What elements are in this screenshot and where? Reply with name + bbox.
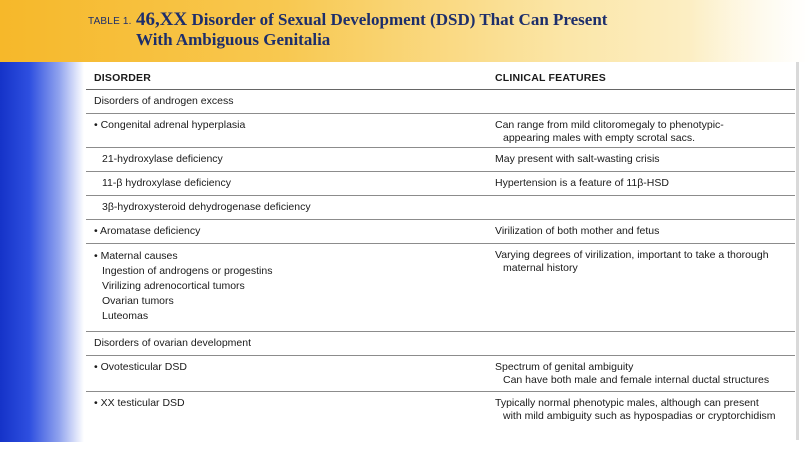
disorder-cell: 21-hydroxylase deficiency (102, 153, 223, 165)
features-cell: Varying degrees of virilization, importa… (495, 249, 769, 274)
features-cell: Virilization of both mother and fetus (495, 225, 660, 237)
title-karyotype: 46,XX (136, 9, 188, 30)
table-row: Disorders of androgen excess (86, 90, 795, 114)
features-cell: Can range from mild clitoromegaly to phe… (495, 119, 724, 144)
disorder-cell: 11-β hydroxylase deficiency (102, 177, 231, 189)
table-row: 11-β hydroxylase deficiency Hypertension… (86, 172, 795, 196)
features-cell: Hypertension is a feature of 11β-HSD (495, 177, 669, 189)
table-row: 21-hydroxylase deficiency May present wi… (86, 148, 795, 172)
table-title: 46,XX Disorder of Sexual Development (DS… (136, 10, 696, 50)
table-row: • Aromatase deficiency Virilization of b… (86, 220, 795, 244)
right-border (796, 62, 799, 440)
disorder-cell: • Congenital adrenal hyperplasia (94, 119, 246, 131)
table-row: • Maternal causes Ingestion of androgens… (86, 244, 795, 332)
title-line2: With Ambiguous Genitalia (136, 30, 331, 49)
table-number-label: TABLE 1. (88, 16, 132, 27)
table-row: Disorders of ovarian development (86, 332, 795, 356)
table-header-row: DISORDER CLINICAL FEATURES (86, 62, 795, 90)
table-row: 3β-hydroxysteroid dehydrogenase deficien… (86, 196, 795, 220)
disorder-cell: • Ovotesticular DSD (94, 361, 187, 373)
column-header-disorder: DISORDER (94, 72, 152, 84)
side-color-bar (0, 62, 84, 442)
dsd-table: DISORDER CLINICAL FEATURES Disorders of … (86, 62, 795, 429)
features-cell: May present with salt-wasting crisis (495, 153, 660, 165)
table-row: • Congenital adrenal hyperplasia Can ran… (86, 114, 795, 148)
table-row: • XX testicular DSD Typically normal phe… (86, 392, 795, 429)
table-header-band: TABLE 1. 46,XX Disorder of Sexual Develo… (0, 0, 810, 62)
features-cell: Spectrum of genital ambiguity Can have b… (495, 361, 770, 386)
column-header-clinical-features: CLINICAL FEATURES (495, 72, 606, 84)
disorder-cell: • Maternal causes Ingestion of androgens… (94, 250, 273, 322)
disorder-cell: Disorders of androgen excess (94, 95, 234, 107)
title-line1: Disorder of Sexual Development (DSD) Tha… (187, 10, 608, 29)
disorder-cell: • Aromatase deficiency (94, 225, 201, 237)
table-row: • Ovotesticular DSD Spectrum of genital … (86, 356, 795, 392)
features-cell: Typically normal phenotypic males, altho… (495, 397, 776, 422)
disorder-cell: Disorders of ovarian development (94, 337, 251, 349)
disorder-cell: 3β-hydroxysteroid dehydrogenase deficien… (102, 201, 311, 213)
disorder-cell: • XX testicular DSD (94, 397, 185, 409)
